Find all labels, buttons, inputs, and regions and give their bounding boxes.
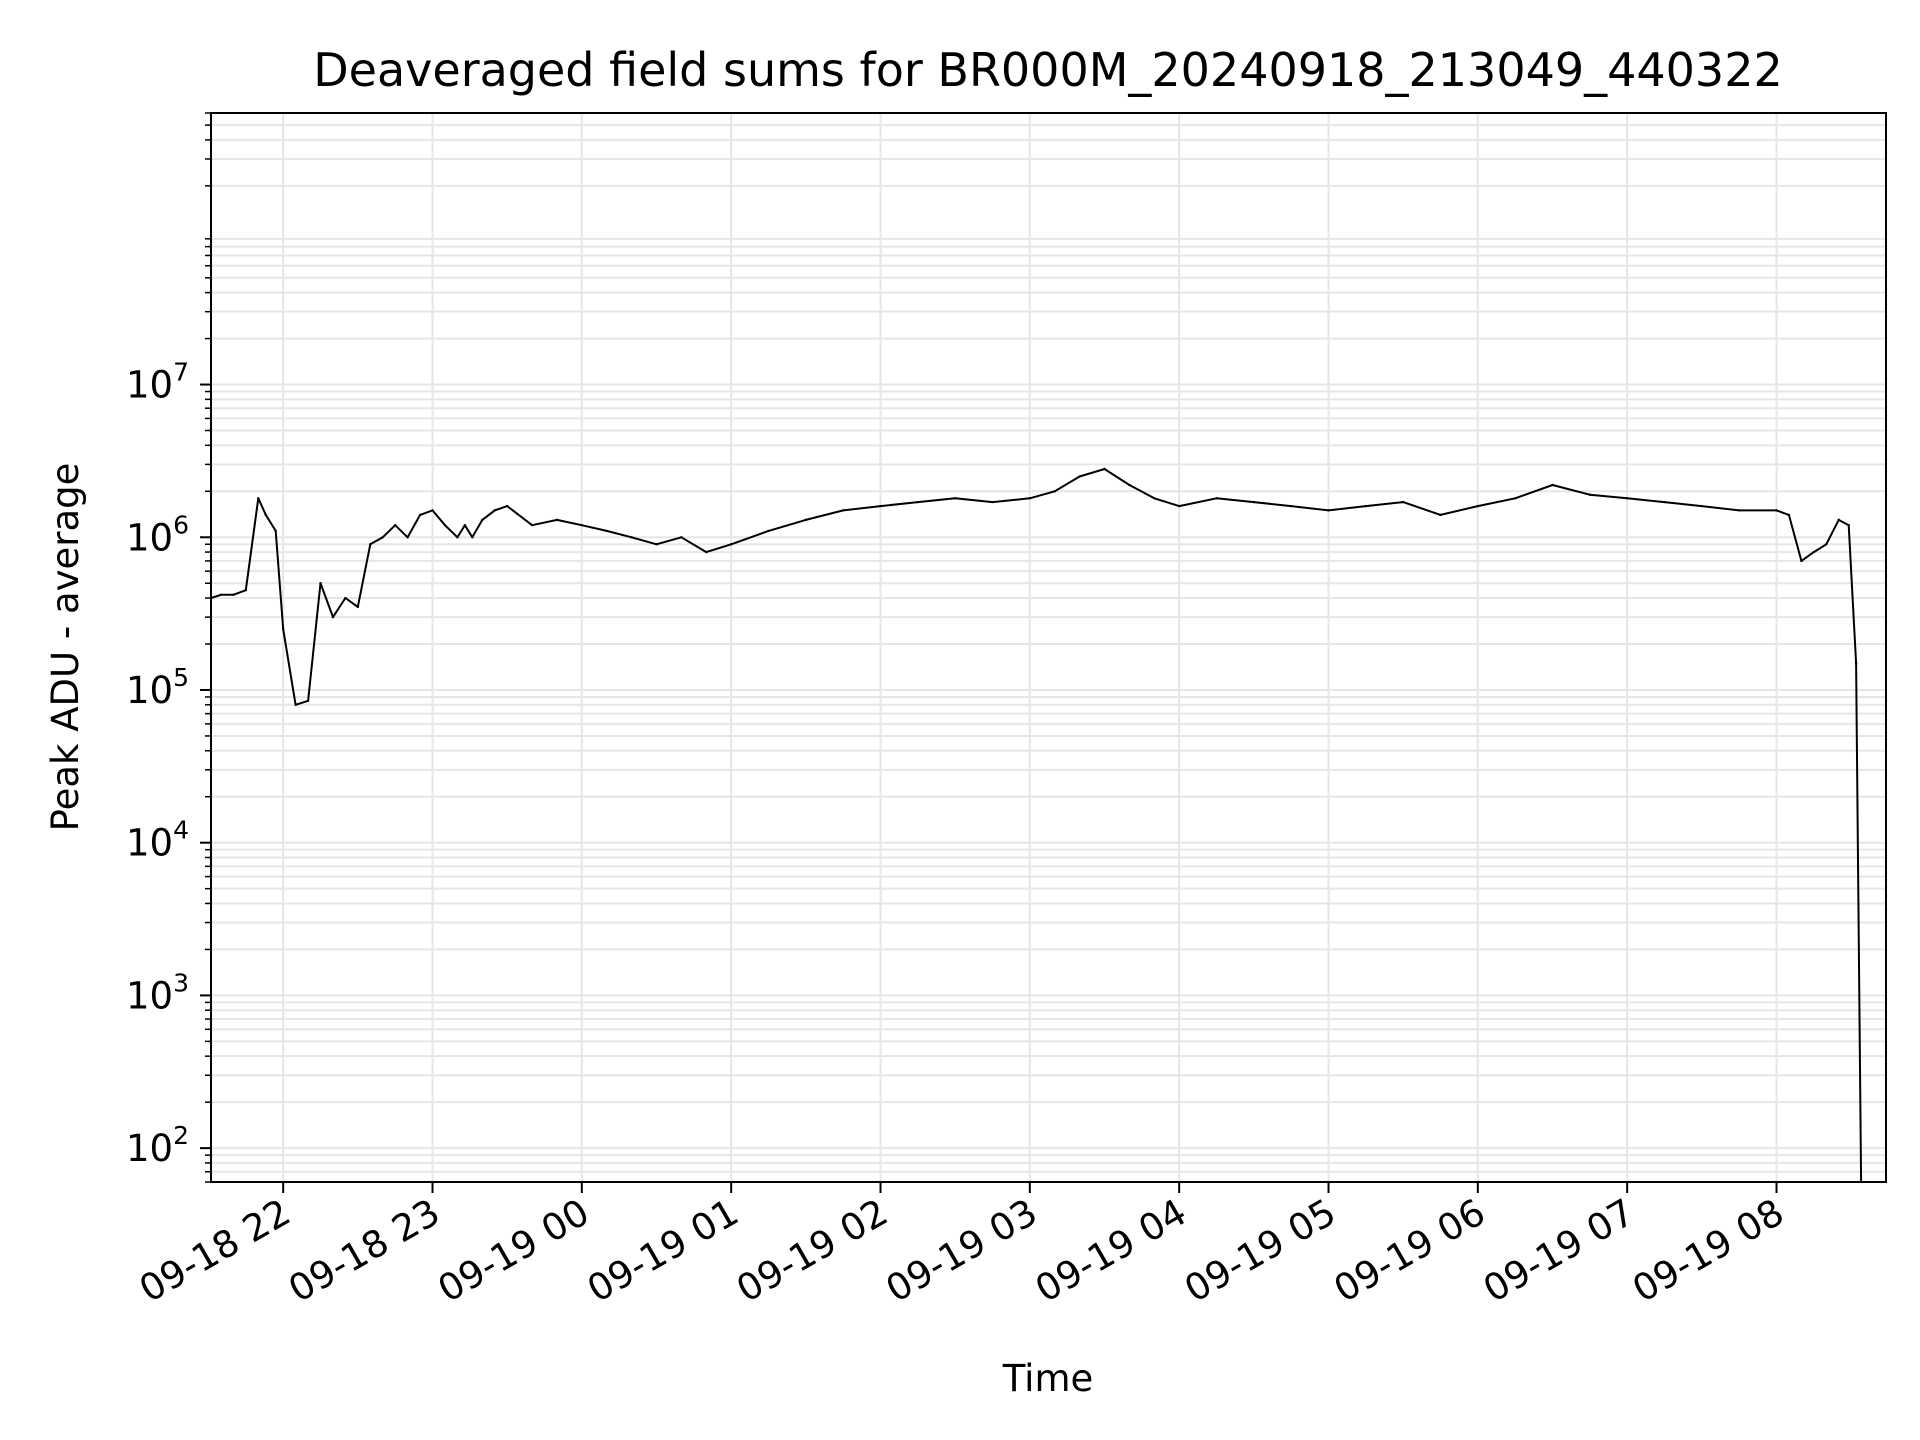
data-point — [1289, 504, 1293, 508]
data-point — [1078, 475, 1081, 478]
data-point — [1215, 497, 1218, 500]
data-point — [991, 500, 994, 504]
data-point — [505, 504, 509, 508]
data-point — [406, 536, 409, 539]
data-point — [381, 536, 384, 539]
data-point — [1825, 543, 1828, 546]
data-point — [481, 518, 484, 522]
data-point — [257, 497, 260, 500]
x-axis-label: Time — [1002, 1357, 1094, 1400]
y-tick-label: 105 — [126, 663, 189, 712]
data-point — [1103, 467, 1106, 471]
y-tick-label: 107 — [126, 358, 189, 407]
data-point — [1252, 500, 1256, 504]
data-point — [393, 523, 397, 527]
data-point — [630, 536, 633, 539]
data-point — [555, 518, 559, 522]
data-point — [418, 513, 422, 517]
data-point — [1551, 483, 1554, 487]
data-point — [264, 513, 267, 517]
data-point — [244, 589, 248, 592]
data-point — [916, 500, 920, 504]
plot-frame — [210, 112, 1887, 1183]
data-point — [1177, 504, 1181, 508]
data-point — [443, 523, 447, 527]
series-layer — [209, 467, 1863, 1184]
data-point — [605, 529, 608, 533]
data-point — [319, 582, 322, 585]
data-point — [306, 699, 310, 702]
data-point — [1513, 497, 1517, 500]
data-point — [471, 536, 474, 539]
data-point — [953, 497, 957, 500]
data-point — [274, 529, 277, 533]
data-point — [1439, 513, 1442, 517]
data-point — [705, 550, 708, 554]
data-point — [767, 529, 770, 533]
data-point — [804, 518, 808, 522]
data-point — [1153, 497, 1156, 500]
data-point — [431, 509, 434, 512]
data-point — [1700, 504, 1704, 508]
data-point — [1737, 509, 1741, 512]
data-point — [493, 509, 496, 512]
data-point — [1401, 500, 1405, 504]
data-point — [456, 536, 459, 539]
data-point — [1775, 509, 1778, 512]
data-point — [1854, 661, 1858, 665]
grid-layer — [211, 112, 1886, 1183]
data-point — [294, 703, 297, 706]
data-point — [356, 605, 360, 609]
data-point — [281, 628, 285, 631]
data-point — [1787, 513, 1791, 517]
data-point — [232, 593, 235, 596]
data-point — [1476, 504, 1480, 508]
data-point — [1800, 559, 1803, 563]
data-point — [879, 504, 882, 508]
y-tick-label: 104 — [126, 816, 189, 865]
data-point — [530, 523, 534, 527]
data-point — [219, 593, 223, 596]
data-point — [841, 509, 845, 512]
data-point — [344, 596, 347, 600]
data-point — [1663, 500, 1666, 504]
data-point — [1588, 493, 1592, 496]
data-point — [463, 523, 467, 527]
data-point — [1812, 550, 1816, 554]
data-point — [729, 543, 733, 546]
data-point — [1327, 509, 1330, 512]
chart-title: Deaveraged field sums for BR000M_2024091… — [313, 43, 1782, 97]
data-point — [1847, 523, 1850, 527]
data-point — [1837, 518, 1840, 522]
y-tick-label: 103 — [126, 968, 189, 1017]
data-point — [331, 615, 335, 619]
data-point — [1364, 504, 1368, 508]
data-point — [1128, 483, 1131, 487]
data-point — [369, 543, 372, 546]
data-point — [580, 523, 584, 527]
data-point — [680, 536, 683, 539]
data-point — [1053, 490, 1056, 493]
data-point — [1028, 497, 1032, 500]
data-point — [655, 543, 658, 546]
y-tick-label: 106 — [126, 510, 189, 559]
series-line — [210, 468, 1863, 1183]
data-point — [1625, 497, 1629, 500]
y-axis-label: Peak ADU - average — [44, 463, 87, 832]
y-tick-label: 102 — [126, 1121, 189, 1170]
